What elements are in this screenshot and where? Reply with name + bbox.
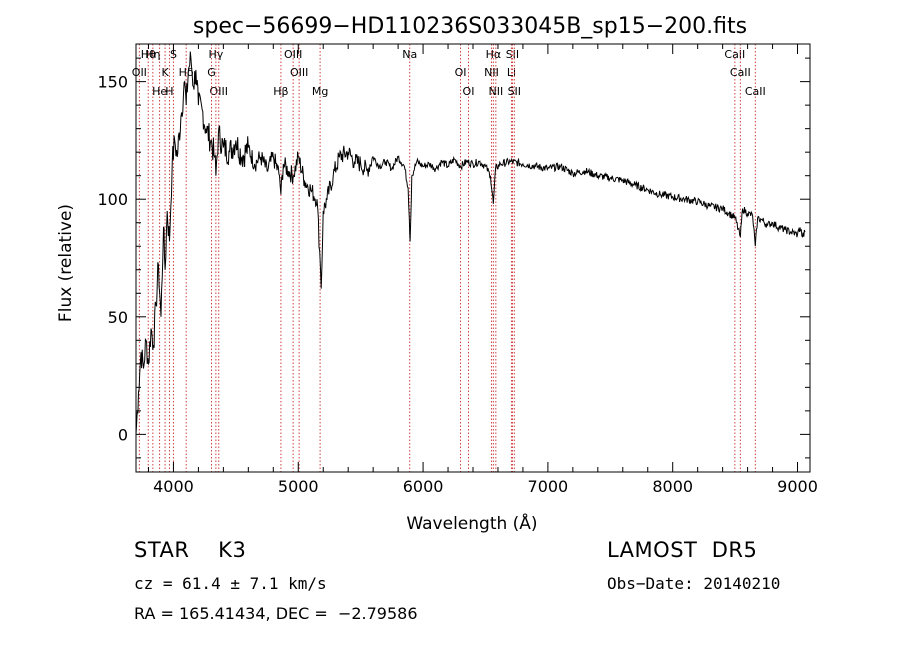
spectrum-series (135, 51, 806, 435)
line-marker-label: CaII (745, 85, 766, 98)
x-axis-label: Wavelength (Å) (406, 512, 537, 534)
axes: 4000 5000 6000 7000 8000 9000 0 50 100 150 (97, 44, 818, 496)
line-marker-label: Hη (145, 48, 160, 61)
plot-frame (135, 43, 811, 473)
observation-date-text: Obs−Date: 20140210 (607, 574, 781, 593)
line-marker-label: K (161, 66, 169, 79)
survey-release-text: LAMOST DR5 (607, 538, 758, 562)
x-tick-label: 7000 (528, 477, 569, 496)
y-tick-label: 150 (97, 73, 128, 92)
x-tick-label: 4000 (153, 477, 194, 496)
line-marker-label: OI (463, 85, 475, 98)
line-marker-label: S (170, 48, 177, 61)
line-marker-label: H (165, 85, 173, 98)
y-tick-label: 100 (97, 190, 128, 209)
redshift-cz-text: cz = 61.4 ± 7.1 km/s (134, 574, 327, 593)
line-marker-label: OIII (290, 66, 308, 79)
line-marker-label: Mg (312, 85, 328, 98)
line-marker-label: G (207, 66, 216, 79)
line-marker-label: OII (132, 66, 147, 79)
emission-line-markers: HθOIIHeHηKHSHδOIIIHγGHβOIIIOIIIMgNaOIOIH… (132, 44, 766, 472)
line-marker-label: CaII (724, 48, 745, 61)
line-marker-label: SII (506, 48, 519, 61)
line-marker-label: OIII (210, 85, 228, 98)
line-marker-label: OIII (284, 48, 302, 61)
chart-title: spec−56699−HD110236S033045B_sp15−200.fit… (193, 14, 747, 39)
y-tick-label: 0 (118, 425, 128, 444)
x-tick-label: 8000 (652, 477, 693, 496)
line-marker-label: OI (455, 66, 467, 79)
line-marker-label: NII (488, 85, 503, 98)
x-tick-label: 5000 (278, 477, 319, 496)
object-class-text: STAR K3 (134, 538, 247, 562)
y-axis-label: Flux (relative) (56, 204, 76, 322)
line-marker-label: Na (402, 48, 417, 61)
line-marker-label: Hδ (179, 66, 194, 79)
line-marker-label: CaII (730, 66, 751, 79)
spectrum-line (135, 51, 806, 435)
y-tick-label: 50 (108, 308, 128, 327)
x-tick-label: 9000 (777, 477, 818, 496)
line-marker-label: SII (508, 85, 521, 98)
line-marker-label: NII (484, 66, 499, 79)
x-tick-label: 6000 (403, 477, 444, 496)
ra-dec-text: RA = 165.41434, DEC = −2.79586 (134, 604, 418, 623)
line-marker-label: Hα (486, 48, 502, 61)
line-marker-label: Li (507, 66, 516, 79)
line-marker-label: He (152, 85, 167, 98)
line-marker-label: Hγ (208, 48, 223, 61)
line-marker-label: Hθ (141, 48, 156, 61)
line-marker-label: Hβ (273, 85, 288, 98)
